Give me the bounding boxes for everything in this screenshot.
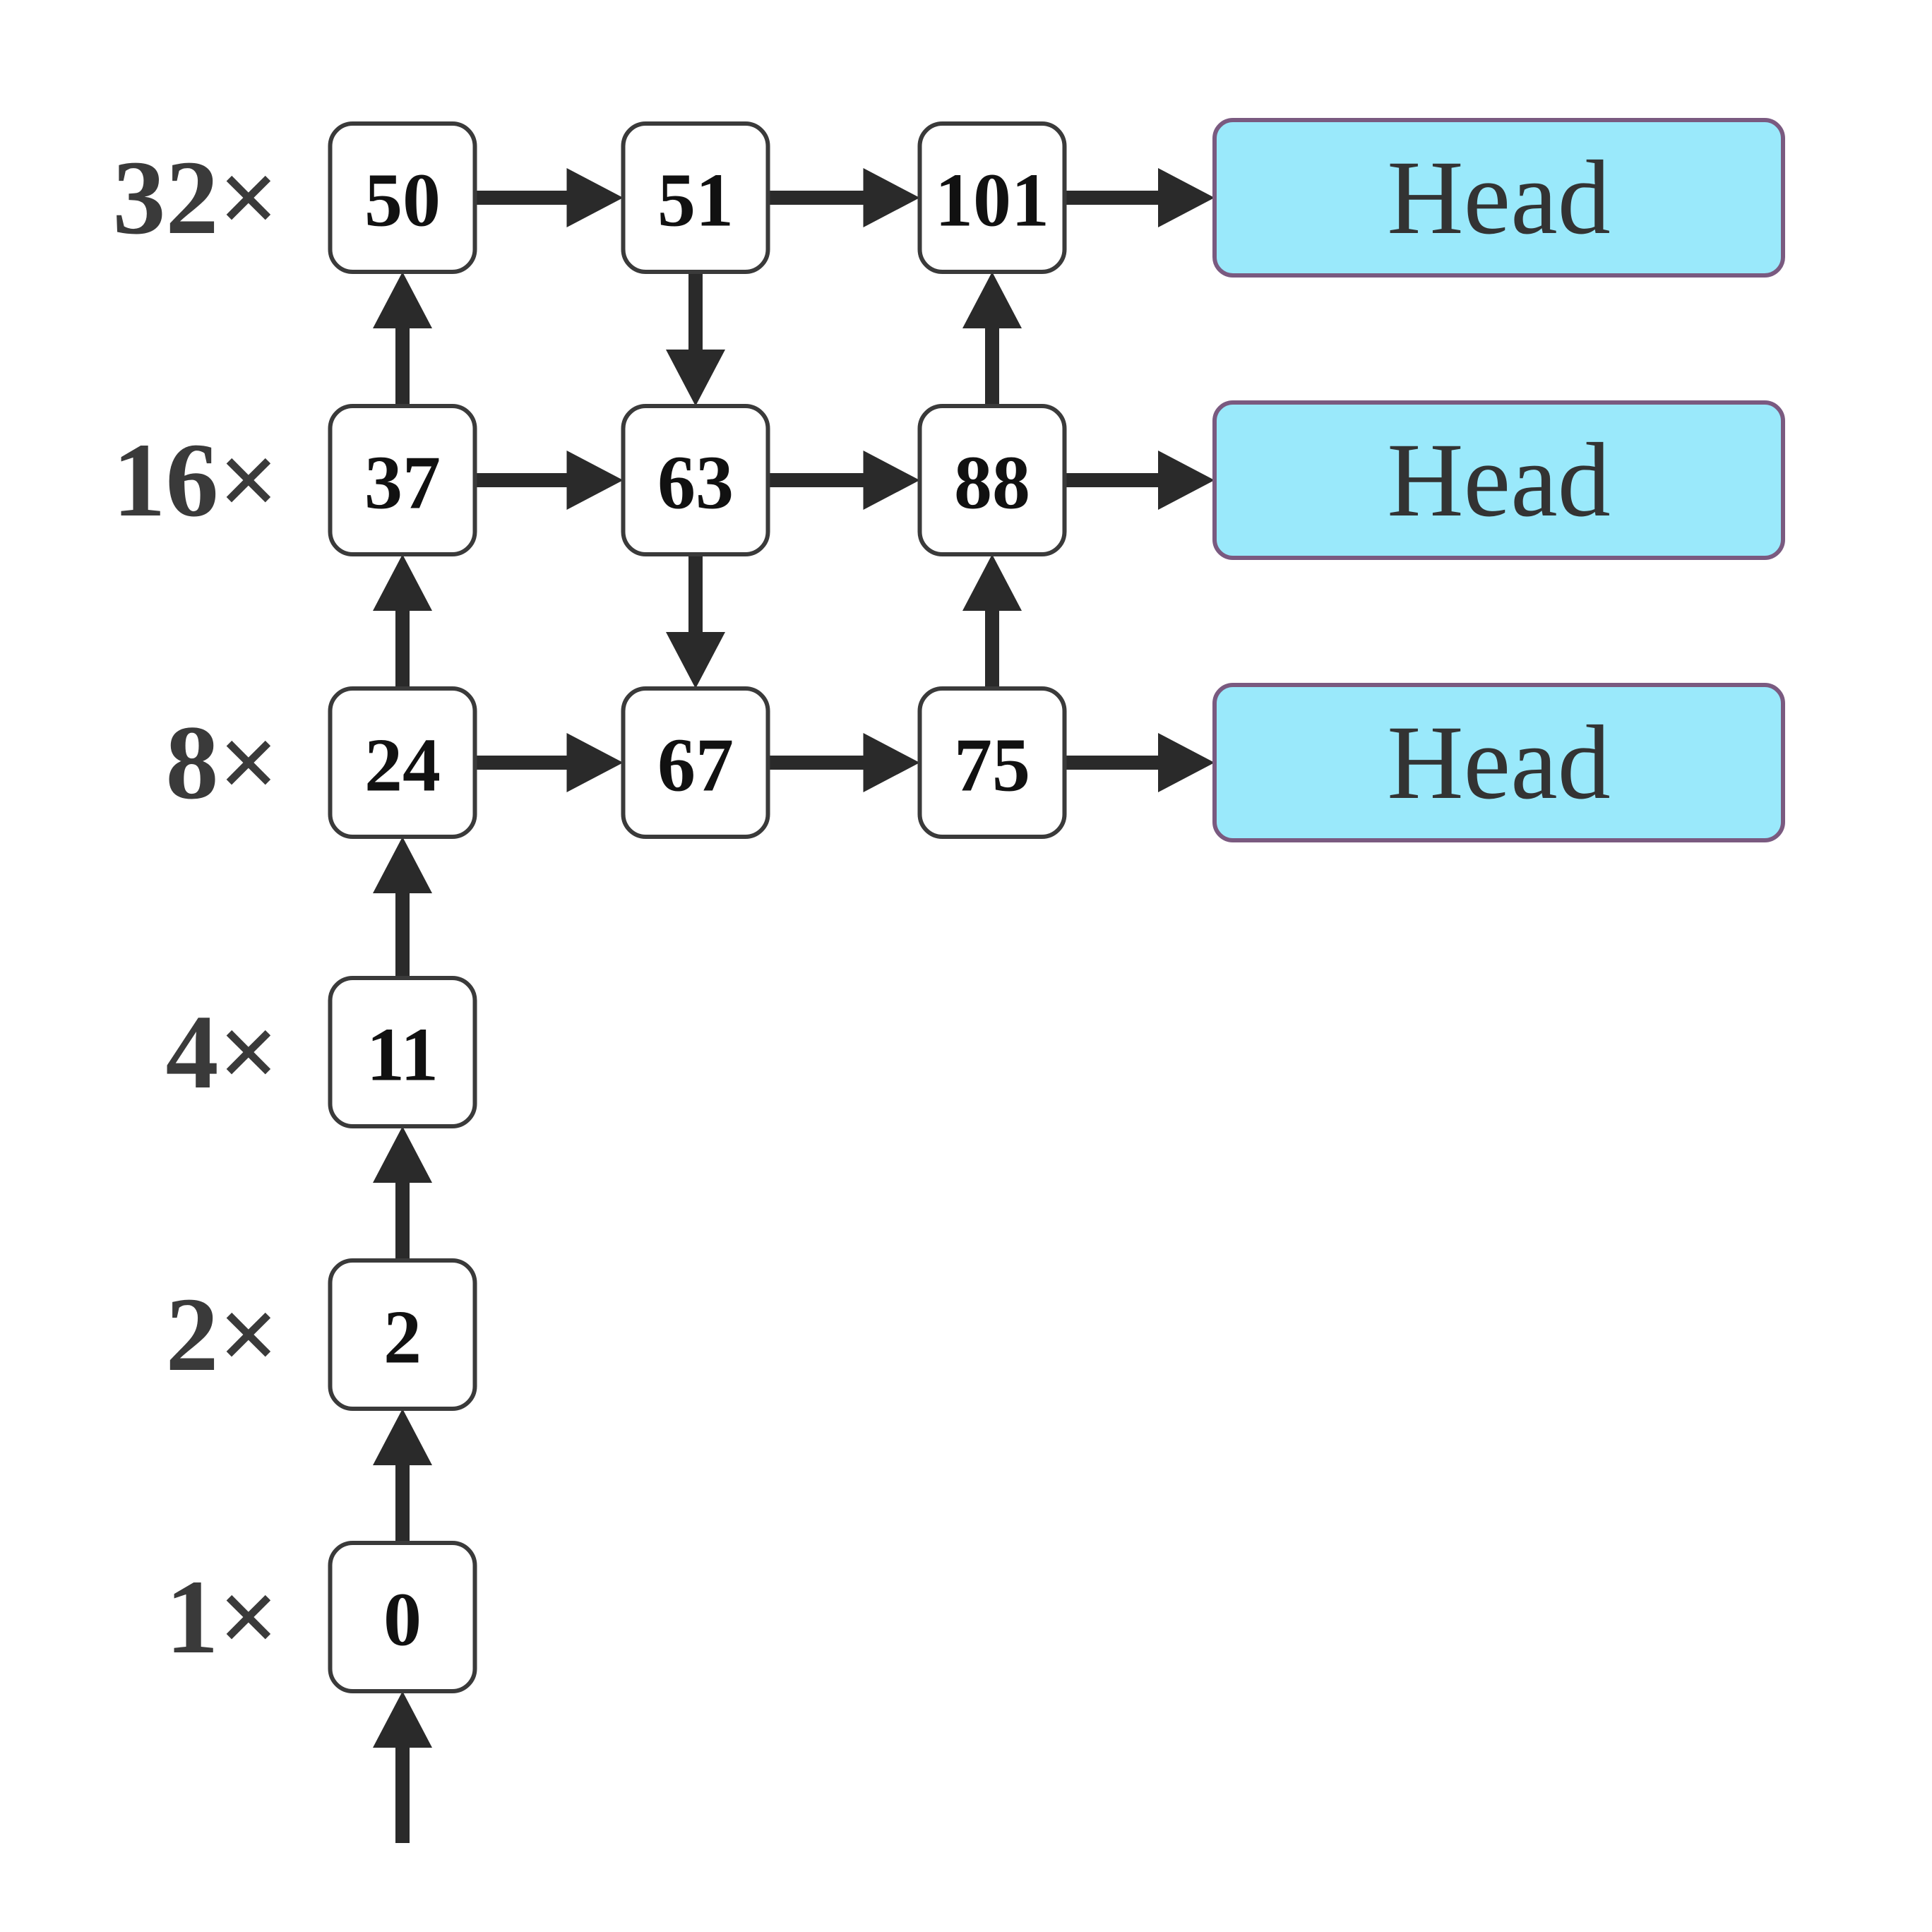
scale-label-s4: 4× (166, 994, 279, 1111)
node-11: 11 (328, 976, 477, 1128)
arrow-n51-to-n63 (666, 272, 725, 406)
arrowhead (373, 1691, 432, 1748)
node-88: 88 (917, 404, 1067, 556)
head-block-s8: Head (1212, 683, 1785, 842)
scale-label-s16: 16× (113, 422, 279, 539)
node-box (621, 404, 770, 556)
node-101: 101 (917, 121, 1067, 274)
node-2: 2 (328, 1258, 477, 1411)
node-label: 88 (954, 441, 1030, 525)
node-label: 2 (383, 1296, 422, 1380)
head-label: Head (1387, 139, 1610, 256)
node-63: 63 (621, 404, 770, 556)
node-label: 101 (935, 159, 1049, 243)
arrowhead (1158, 733, 1215, 792)
node-box (328, 121, 477, 274)
arrow-input-to-n0 (373, 1691, 432, 1843)
nodes-layer: 0 2 11 24 37 50 51 63 67 75 88 101 (328, 121, 1067, 1693)
node-label: 24 (364, 724, 441, 808)
arrow-n24-to-n37 (373, 554, 432, 688)
arrowhead (666, 350, 725, 406)
head-box (1212, 400, 1785, 560)
node-box (621, 686, 770, 839)
arrowhead (373, 837, 432, 893)
node-50: 50 (328, 121, 477, 274)
scale-label-s8: 8× (166, 704, 279, 821)
scale-label-s1: 1× (166, 1558, 279, 1676)
node-37: 37 (328, 404, 477, 556)
node-box (917, 404, 1067, 556)
arrow-n75-to-n88 (962, 554, 1022, 688)
arrowhead (1158, 168, 1215, 227)
arrow-n0-to-n2 (373, 1409, 432, 1543)
head-label: Head (1387, 422, 1610, 539)
node-label: 50 (364, 159, 441, 243)
arrow-n67-to-n75 (768, 733, 920, 792)
arrowhead (1158, 451, 1215, 510)
arrow-n101-to-h32 (1064, 168, 1215, 227)
node-51: 51 (621, 121, 770, 274)
arrowhead (962, 272, 1022, 328)
node-box (328, 1541, 477, 1693)
arrow-n24-to-n67 (475, 733, 624, 792)
arrow-n37-to-n63 (475, 451, 624, 510)
arrowhead (373, 272, 432, 328)
node-label: 63 (657, 441, 734, 525)
node-75: 75 (917, 686, 1067, 839)
node-label: 51 (657, 159, 734, 243)
arrowhead (373, 1126, 432, 1183)
node-67: 67 (621, 686, 770, 839)
arrowhead (566, 168, 624, 227)
node-label: 37 (364, 441, 441, 525)
arrow-n75-to-h8 (1064, 733, 1215, 792)
arrowhead (863, 733, 920, 792)
arrowhead (566, 733, 624, 792)
scale-label-s2: 2× (166, 1276, 279, 1393)
arrowhead (666, 632, 725, 688)
scale-label-s32: 32× (113, 139, 279, 256)
node-box (328, 1258, 477, 1411)
node-box (328, 404, 477, 556)
arrow-n2-to-n11 (373, 1126, 432, 1260)
arrowhead (863, 451, 920, 510)
arrow-n50-to-n51 (475, 168, 624, 227)
node-box (917, 686, 1067, 839)
node-24: 24 (328, 686, 477, 839)
head-box (1212, 683, 1785, 842)
arrowhead (863, 168, 920, 227)
arrow-n63-to-n67 (666, 554, 725, 688)
arrows-layer (373, 168, 1215, 1843)
arrow-n37-to-n50 (373, 272, 432, 406)
node-box (621, 121, 770, 274)
node-label: 75 (954, 724, 1030, 808)
arrow-n11-to-n24 (373, 837, 432, 978)
arrowhead (962, 554, 1022, 611)
heads-layer: Head Head Head (1212, 118, 1785, 842)
arrowhead (373, 1409, 432, 1465)
node-0: 0 (328, 1541, 477, 1693)
node-box (328, 686, 477, 839)
arrow-n63-to-n88 (768, 451, 920, 510)
head-block-s32: Head (1212, 118, 1785, 278)
node-box (917, 121, 1067, 274)
head-label: Head (1387, 704, 1610, 821)
node-label: 11 (366, 1013, 439, 1097)
head-block-s16: Head (1212, 400, 1785, 560)
head-box (1212, 118, 1785, 278)
node-label: 67 (657, 724, 734, 808)
node-label: 0 (383, 1578, 422, 1662)
arrow-n88-to-h16 (1064, 451, 1215, 510)
scale-labels: 32× 16× 8× 4× 2× 1× (113, 139, 279, 1676)
node-box (328, 976, 477, 1128)
arrow-n51-to-n101 (768, 168, 920, 227)
arrow-n88-to-n101 (962, 272, 1022, 406)
arrowhead (373, 554, 432, 611)
arrowhead (566, 451, 624, 510)
